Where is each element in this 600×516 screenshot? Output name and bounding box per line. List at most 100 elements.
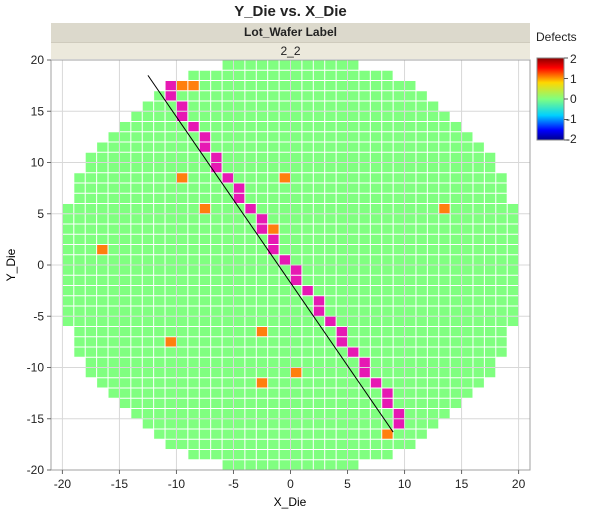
die-cell	[176, 296, 188, 306]
die-cell	[154, 398, 165, 408]
die-cell	[302, 173, 313, 183]
x-tick-label: -20	[54, 477, 72, 491]
die-cell	[427, 378, 439, 388]
die-cell	[473, 234, 484, 244]
die-cell	[233, 173, 245, 183]
die-cell	[359, 419, 370, 429]
die-cell	[199, 296, 211, 306]
die-cell	[313, 316, 325, 326]
die-cell	[165, 409, 176, 419]
die-cell	[62, 224, 74, 234]
die-cell	[268, 306, 279, 316]
die-cell	[348, 316, 359, 326]
die-cell	[462, 214, 473, 224]
die-cell	[165, 388, 176, 398]
die-cell	[359, 163, 370, 173]
die-cell	[268, 398, 279, 408]
die-cell	[74, 337, 85, 347]
die-cell	[97, 142, 108, 152]
die-cell	[154, 173, 165, 183]
die-cell	[97, 183, 108, 193]
die-cell	[405, 234, 416, 244]
die-cell	[233, 245, 245, 255]
die-cell	[359, 255, 370, 265]
die-cell	[359, 265, 370, 275]
die-cell	[484, 357, 496, 367]
die-cell	[302, 60, 313, 70]
die-cell	[325, 204, 336, 214]
die-cell	[256, 132, 268, 142]
die-cell	[268, 193, 279, 203]
die-cell	[268, 347, 279, 357]
die-cell	[302, 81, 313, 91]
die-cell	[473, 286, 484, 296]
die-cell	[484, 173, 496, 183]
die-cell	[370, 193, 382, 203]
die-cell	[336, 347, 348, 357]
die-cell	[370, 368, 382, 378]
die-cell	[165, 265, 176, 275]
die-cell	[405, 306, 416, 316]
die-cell	[199, 122, 211, 132]
die-cell	[313, 70, 325, 80]
die-cell	[359, 111, 370, 121]
die-cell	[359, 132, 370, 142]
die-cell	[348, 122, 359, 132]
die-cell	[268, 70, 279, 80]
die-cell	[199, 368, 211, 378]
die-cell	[313, 286, 325, 296]
die-diagonal	[199, 132, 211, 142]
die-cell	[256, 337, 268, 347]
die-cell	[496, 214, 507, 224]
die-cell	[325, 214, 336, 224]
die-cell	[97, 286, 108, 296]
die-cell	[416, 378, 427, 388]
die-cell	[382, 173, 393, 183]
die-cell	[245, 388, 256, 398]
die-cell	[256, 111, 268, 121]
die-cell	[154, 419, 165, 429]
die-cell	[325, 368, 336, 378]
die-cell	[211, 306, 222, 316]
die-cell	[85, 152, 97, 162]
die-cell	[199, 316, 211, 326]
die-cell	[85, 347, 97, 357]
die-cell	[325, 450, 336, 460]
die-cell	[336, 183, 348, 193]
die-cell	[325, 337, 336, 347]
die-cell	[439, 275, 450, 285]
die-cell	[359, 101, 370, 111]
die-cell	[427, 234, 439, 244]
die-cell	[348, 419, 359, 429]
die-cell	[108, 286, 119, 296]
die-cell	[279, 286, 290, 296]
die-cell	[165, 286, 176, 296]
die-cell	[416, 183, 427, 193]
die-cell	[393, 214, 405, 224]
die-spot	[176, 81, 188, 91]
die-cell	[165, 255, 176, 265]
die-cell	[245, 398, 256, 408]
die-cell	[268, 439, 279, 449]
die-cell	[279, 234, 290, 244]
die-cell	[405, 132, 416, 142]
die-cell	[473, 193, 484, 203]
die-cell	[462, 152, 473, 162]
die-cell	[359, 122, 370, 132]
die-cell	[416, 142, 427, 152]
die-cell	[119, 398, 131, 408]
die-cell	[245, 81, 256, 91]
die-cell	[142, 255, 154, 265]
die-cell	[108, 306, 119, 316]
die-cell	[348, 163, 359, 173]
die-cell	[131, 132, 142, 142]
die-cell	[496, 347, 507, 357]
die-cell	[336, 122, 348, 132]
die-cell	[154, 142, 165, 152]
die-cell	[348, 306, 359, 316]
die-cell	[302, 450, 313, 460]
die-cell	[416, 91, 427, 101]
die-cell	[370, 142, 382, 152]
die-cell	[176, 316, 188, 326]
die-cell	[336, 286, 348, 296]
